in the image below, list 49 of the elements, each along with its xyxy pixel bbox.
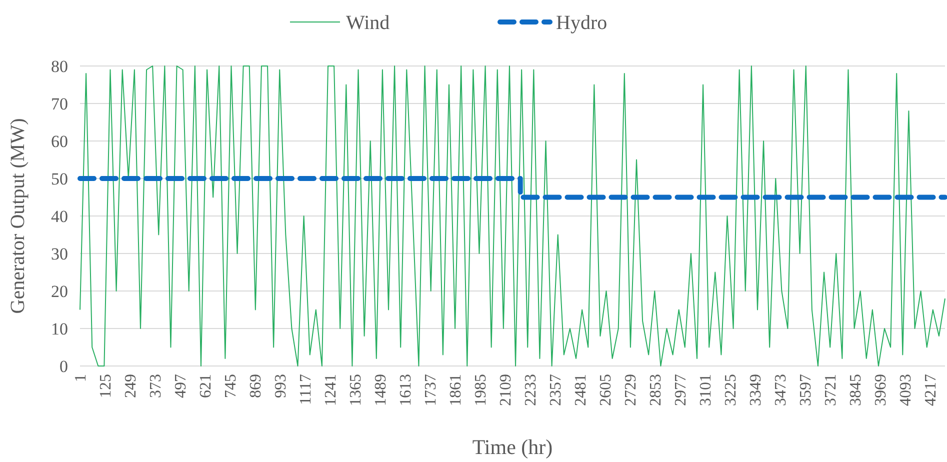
x-tick-label: 1985	[472, 374, 490, 406]
x-tick-label: 3225	[722, 374, 740, 406]
x-tick-label: 1117	[298, 374, 315, 405]
x-tick-label: 3721	[822, 374, 840, 406]
x-tick-label: 2729	[622, 374, 640, 406]
y-tick-label: 20	[51, 282, 68, 301]
x-tick-label: 2605	[598, 374, 615, 406]
x-tick-label: 3473	[772, 374, 790, 406]
x-tick-label: 1861	[448, 374, 465, 406]
y-tick-label: 50	[51, 169, 68, 188]
x-tick-label: 249	[122, 374, 140, 398]
x-tick-label: 2977	[672, 374, 690, 406]
y-tick-label: 70	[51, 94, 68, 114]
y-tick-label: 0	[60, 356, 68, 376]
x-tick-label: 2357	[548, 374, 565, 406]
x-tick-label: 1737	[422, 374, 440, 406]
x-tick-label: 3845	[848, 374, 865, 406]
x-tick-label: 1241	[322, 374, 340, 406]
x-tick-label: 2481	[572, 374, 590, 406]
y-tick-label: 80	[51, 56, 68, 76]
x-tick-label: 497	[172, 374, 190, 398]
x-tick-label: 993	[272, 374, 290, 398]
y-axis-title: Generator Output (MW)	[7, 118, 29, 314]
x-tick-label: 3969	[872, 374, 890, 406]
x-axis-title: Time (hr)	[472, 435, 553, 459]
x-tick-label: 1365	[348, 374, 365, 406]
legend-label: Wind	[346, 12, 390, 34]
y-tick-label: 30	[51, 244, 68, 264]
y-tick-label: 10	[51, 319, 68, 338]
x-tick-label: 1489	[372, 374, 390, 406]
x-tick-label: 1	[72, 374, 90, 382]
x-tick-label: 125	[98, 374, 115, 398]
x-tick-label: 4217	[922, 374, 940, 406]
x-tick-label: 2853	[648, 374, 665, 406]
x-tick-label: 3101	[698, 374, 715, 406]
x-tick-label: 4093	[898, 374, 915, 406]
line-series	[80, 66, 946, 366]
y-tick-label: 40	[51, 206, 68, 226]
x-tick-label: 2233	[522, 374, 540, 406]
x-tick-label: 745	[222, 374, 240, 398]
x-tick-label: 3349	[748, 374, 765, 406]
legend-label: Hydro	[556, 12, 608, 34]
x-tick-label: 621	[198, 374, 215, 398]
y-tick-label: 60	[51, 132, 68, 151]
x-tick-label: 1613	[398, 374, 415, 406]
x-tick-label: 3597	[798, 374, 815, 406]
x-tick-label: 2109	[498, 374, 515, 406]
x-tick-label: 869	[248, 374, 265, 398]
x-tick-label: 373	[148, 374, 165, 398]
